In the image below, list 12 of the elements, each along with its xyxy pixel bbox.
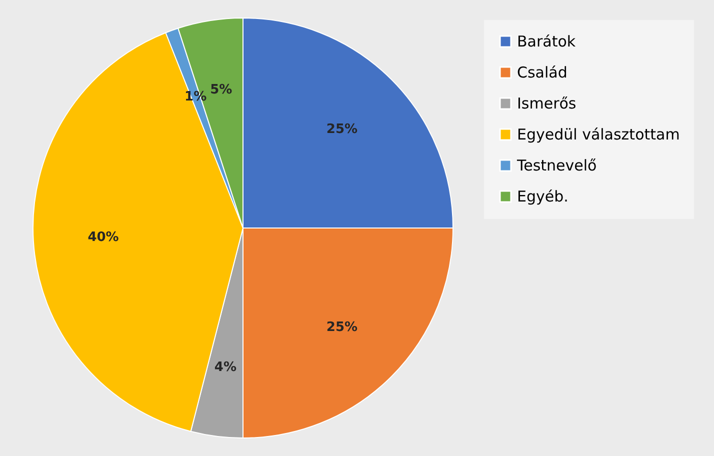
- data-label: 25%: [326, 320, 358, 335]
- legend-label: Család: [517, 64, 568, 82]
- data-label: 5%: [210, 82, 232, 98]
- legend-label: Testnevelő: [516, 156, 597, 174]
- legend-label: Egyéb.: [517, 188, 568, 206]
- legend-label: Egyedül választottam: [517, 126, 680, 144]
- legend-label: Barátok: [517, 32, 576, 50]
- data-label: 25%: [326, 122, 358, 138]
- legend-label: Ismerős: [517, 94, 576, 112]
- data-label: 4%: [214, 360, 236, 375]
- data-label: 1%: [184, 89, 207, 104]
- data-label: 40%: [88, 230, 119, 245]
